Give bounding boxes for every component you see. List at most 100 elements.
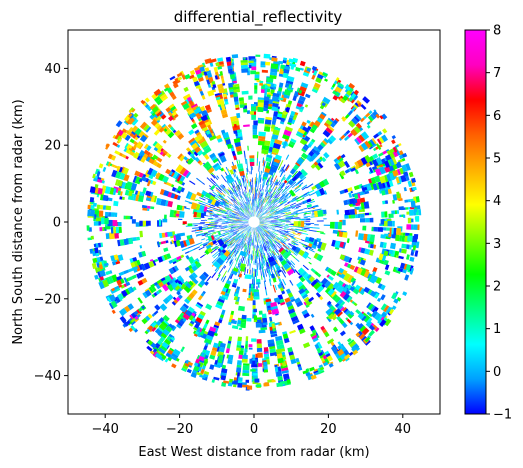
radar-gate — [279, 195, 284, 200]
radar-gate — [108, 212, 112, 217]
radar-gate — [87, 204, 91, 210]
radar-gate — [257, 119, 265, 124]
radar-gate — [220, 375, 226, 381]
radar-gate — [252, 373, 258, 376]
radar-gate — [251, 114, 256, 120]
radar-gate — [233, 380, 238, 384]
radar-gate — [279, 201, 283, 204]
radar-gate — [238, 305, 245, 312]
radar-gate — [251, 66, 257, 71]
radar-gate — [263, 100, 269, 106]
radar-gate — [270, 63, 279, 70]
radar-gate — [274, 364, 278, 368]
radar-gate — [342, 232, 348, 238]
radar-gate — [265, 61, 271, 66]
radar-gate — [270, 212, 275, 215]
radar-gate — [231, 54, 239, 59]
radar-gate — [256, 181, 258, 187]
radar-gate — [260, 210, 263, 213]
radar-gate — [396, 228, 402, 236]
radar-gate — [115, 226, 119, 234]
radar-gate — [258, 200, 260, 204]
radar-gate — [240, 62, 248, 66]
radar-gate — [259, 184, 262, 190]
radar-gate — [269, 189, 273, 194]
radar-gate — [233, 96, 239, 102]
radar-gate — [384, 211, 388, 218]
radar-gate — [236, 367, 242, 373]
radar-gate — [280, 174, 286, 182]
radar-gate — [242, 288, 247, 293]
radar-gate — [287, 206, 293, 209]
radar-gate — [216, 220, 220, 221]
radar-gate — [286, 221, 292, 223]
radar-gate — [293, 194, 297, 197]
radar-gate — [167, 231, 173, 237]
radar-gate — [401, 243, 407, 249]
radar-gate — [278, 182, 282, 186]
radar-gate — [350, 214, 356, 219]
radar-gate — [267, 208, 274, 214]
radar-gate — [173, 213, 176, 217]
radar-gate — [249, 161, 255, 167]
radar-gate — [273, 212, 277, 215]
radar-gate — [407, 235, 413, 242]
radar-gate — [269, 212, 273, 215]
radar-gate — [297, 184, 302, 188]
radar-gate — [261, 313, 267, 319]
radar-gate — [146, 220, 151, 226]
y-tick-label: 40 — [44, 62, 61, 77]
x-tick-label: 0 — [250, 422, 258, 437]
radar-gate — [258, 206, 261, 212]
radar-gate — [298, 182, 304, 187]
radar-gate — [399, 214, 402, 218]
radar-gate — [285, 185, 290, 190]
radar-gate — [273, 199, 278, 204]
radar-gate — [254, 202, 256, 207]
radar-gate — [264, 184, 268, 192]
radar-gate — [258, 217, 261, 219]
colorbar-tick-label: 7 — [493, 66, 501, 81]
radar-gate — [261, 205, 263, 209]
radar-gate — [256, 339, 262, 344]
radar-gate — [238, 327, 242, 331]
radar-gate — [279, 170, 285, 178]
radar-gate — [253, 276, 255, 284]
radar-gate — [246, 385, 253, 390]
radar-gate — [257, 213, 260, 218]
radar-gate — [275, 208, 280, 211]
radar-gate — [267, 190, 269, 193]
radar-gate — [256, 207, 259, 214]
radar-gate — [274, 210, 281, 213]
radar-gate — [257, 211, 264, 218]
radar-gate — [258, 161, 261, 166]
radar-gate — [418, 209, 422, 216]
radar-gate — [276, 180, 281, 186]
radar-gate — [363, 201, 370, 209]
radar-gate — [337, 221, 342, 230]
radar-gate — [269, 212, 276, 216]
radar-gate — [242, 370, 250, 374]
radar-gate — [175, 213, 180, 217]
radar-gate — [260, 204, 262, 207]
radar-gate — [261, 197, 266, 205]
radar-gate — [262, 208, 265, 213]
radar-gate — [283, 206, 289, 210]
radar-gate — [262, 179, 265, 187]
radar-gate — [262, 197, 264, 200]
radar-gate — [259, 208, 263, 213]
radar-gate — [110, 212, 116, 217]
radar-gate — [295, 183, 299, 186]
radar-gate — [259, 209, 262, 213]
radar-gate — [257, 207, 261, 213]
radar-gate — [87, 209, 91, 217]
radar-gate — [266, 193, 269, 198]
radar-gate — [264, 192, 268, 198]
radar-gate — [297, 221, 301, 227]
y-tick-label: 20 — [44, 139, 61, 154]
radar-gate — [128, 238, 134, 245]
radar-gate — [263, 205, 267, 210]
radar-gate — [277, 182, 283, 190]
radar-gate — [266, 214, 272, 217]
radar-gate — [248, 95, 253, 100]
